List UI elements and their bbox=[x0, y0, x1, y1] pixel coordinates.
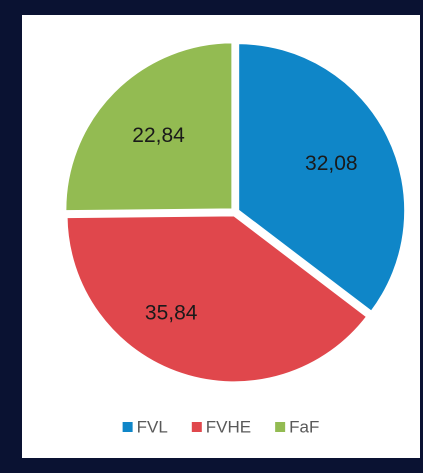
pie-slice bbox=[63, 40, 235, 214]
data-label: 22,84 bbox=[132, 124, 185, 147]
legend-swatch bbox=[275, 422, 286, 432]
legend-swatch bbox=[122, 422, 133, 432]
legend-swatch bbox=[191, 422, 202, 432]
legend-label: FaF bbox=[289, 417, 319, 436]
legend-label: FVHE bbox=[206, 417, 251, 436]
pie-slice bbox=[64, 213, 370, 385]
data-label: 35,84 bbox=[145, 302, 198, 325]
data-label: 32,08 bbox=[305, 152, 358, 175]
pie-slice bbox=[236, 41, 408, 315]
legend-label: FVL bbox=[137, 417, 168, 436]
